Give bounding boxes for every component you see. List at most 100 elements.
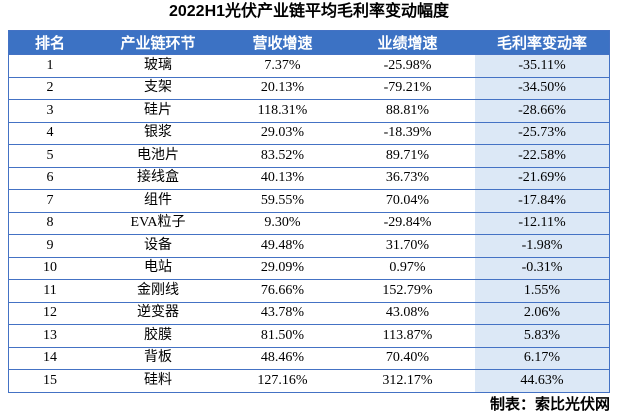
rank-cell: 1	[46, 57, 54, 73]
rank-cell: 10	[43, 260, 57, 276]
profit-growth-cell: 152.79%	[382, 282, 433, 298]
margin-change-cell: -34.50%	[475, 77, 609, 99]
rank-cell: 12	[43, 305, 57, 321]
profit-growth-cell: -18.39%	[383, 125, 432, 141]
table-row: 7 组件 59.55% 70.04% -17.84%	[9, 189, 609, 212]
column-header-rank: 排名	[34, 35, 65, 52]
margin-change-cell: -28.66%	[475, 100, 609, 122]
column-header-segment: 产业链环节	[120, 35, 196, 52]
table-credit: 制表：索比光伏网	[489, 396, 610, 413]
table-body: 1 玻璃 7.37% -25.98% -35.11% 2 支架 20.13% -79.21% -3…	[9, 54, 609, 392]
rank-cell: 15	[43, 372, 57, 388]
profit-growth-cell: 70.40%	[385, 350, 430, 366]
table-row: 1 玻璃 7.37% -25.98% -35.11%	[9, 54, 609, 77]
segment-cell: 硅料	[144, 372, 172, 388]
revenue-growth-cell: 59.55%	[260, 192, 305, 208]
revenue-growth-cell: 76.66%	[260, 282, 305, 298]
profit-growth-cell: 31.70%	[385, 237, 430, 253]
table-header-row: 排名 产业链环节 营收增速 业绩增速 毛利率变动率	[9, 31, 609, 54]
segment-cell: 接线盒	[137, 170, 179, 186]
rank-cell: 11	[43, 282, 57, 298]
table-row: 15 硅料 127.16% 312.17% 44.63%	[9, 369, 609, 392]
column-header-revenue-growth: 营收增速	[252, 35, 313, 52]
rank-cell: 6	[46, 170, 54, 186]
table-row: 4 银浆 29.03% -18.39% -25.73%	[9, 121, 609, 144]
profit-growth-cell: 43.08%	[385, 305, 430, 321]
segment-cell: 电池片	[137, 147, 179, 163]
revenue-growth-cell: 81.50%	[260, 327, 305, 343]
margin-change-cell: 44.63%	[475, 370, 609, 392]
table-row: 3 硅片 118.31% 88.81% -28.66%	[9, 99, 609, 122]
rank-cell: 14	[43, 350, 57, 366]
table-row: 6 接线盒 40.13% 36.73% -21.69%	[9, 166, 609, 189]
revenue-growth-cell: 29.09%	[260, 260, 305, 276]
margin-change-cell: -21.69%	[475, 167, 609, 189]
margin-change-cell: 1.55%	[475, 280, 609, 302]
rank-cell: 9	[46, 237, 54, 253]
rank-cell: 2	[46, 80, 54, 96]
profit-growth-cell: 312.17%	[382, 372, 433, 388]
table-row: 5 电池片 83.52% 89.71% -22.58%	[9, 144, 609, 167]
table-row: 8 EVA粒子 9.30% -29.84% -12.11%	[9, 211, 609, 234]
revenue-growth-cell: 49.48%	[260, 237, 305, 253]
segment-cell: EVA粒子	[130, 215, 186, 231]
table-row: 13 胶膜 81.50% 113.87% 5.83%	[9, 324, 609, 347]
profit-growth-cell: 88.81%	[385, 102, 430, 118]
rank-cell: 8	[46, 215, 54, 231]
segment-cell: 逆变器	[137, 305, 179, 321]
revenue-growth-cell: 20.13%	[260, 80, 305, 96]
profit-growth-cell: 0.97%	[389, 260, 426, 276]
segment-cell: 组件	[144, 192, 172, 208]
margin-change-cell: -35.11%	[475, 55, 609, 77]
revenue-growth-cell: 118.31%	[257, 102, 308, 118]
segment-cell: 电站	[144, 260, 172, 276]
segment-cell: 银浆	[144, 125, 172, 141]
table-row: 10 电站 29.09% 0.97% -0.31%	[9, 256, 609, 279]
segment-cell: 胶膜	[144, 327, 172, 343]
profit-growth-cell: -25.98%	[383, 57, 432, 73]
gross-margin-table: 排名 产业链环节 营收增速 业绩增速 毛利率变动率 1 玻璃 7.37% -25.98…	[8, 30, 610, 393]
table-row: 2 支架 20.13% -79.21% -34.50%	[9, 76, 609, 99]
margin-change-cell: -25.73%	[475, 122, 609, 144]
table-row: 14 背板 48.46% 70.40% 6.17%	[9, 346, 609, 369]
revenue-growth-cell: 29.03%	[260, 125, 305, 141]
profit-growth-cell: -29.84%	[383, 215, 432, 231]
margin-change-cell: 5.83%	[475, 325, 609, 347]
margin-change-cell: 2.06%	[475, 302, 609, 324]
revenue-growth-cell: 83.52%	[260, 147, 305, 163]
segment-cell: 设备	[144, 237, 172, 253]
revenue-growth-cell: 43.78%	[260, 305, 305, 321]
revenue-growth-cell: 48.46%	[260, 350, 305, 366]
revenue-growth-cell: 127.16%	[257, 372, 308, 388]
table-row: 11 金刚线 76.66% 152.79% 1.55%	[9, 279, 609, 302]
table-row: 12 逆变器 43.78% 43.08% 2.06%	[9, 301, 609, 324]
margin-change-cell: -1.98%	[475, 235, 609, 257]
margin-change-cell: -12.11%	[475, 212, 609, 234]
profit-growth-cell: 89.71%	[385, 147, 430, 163]
revenue-growth-cell: 7.37%	[264, 57, 301, 73]
margin-change-cell: -22.58%	[475, 145, 609, 167]
column-header-profit-growth: 业绩增速	[377, 35, 438, 52]
segment-cell: 金刚线	[137, 282, 179, 298]
segment-cell: 支架	[144, 80, 172, 96]
rank-cell: 5	[46, 147, 54, 163]
rank-cell: 4	[46, 125, 54, 141]
margin-change-cell: -0.31%	[475, 257, 609, 279]
profit-growth-cell: 70.04%	[385, 192, 430, 208]
profit-growth-cell: -79.21%	[383, 80, 432, 96]
margin-change-cell: 6.17%	[475, 347, 609, 369]
page-title: 2022H1光伏产业链平均毛利率变动幅度	[168, 3, 450, 20]
rank-cell: 7	[46, 192, 54, 208]
revenue-growth-cell: 40.13%	[260, 170, 305, 186]
table-row: 9 设备 49.48% 31.70% -1.98%	[9, 234, 609, 257]
revenue-growth-cell: 9.30%	[264, 215, 301, 231]
rank-cell: 3	[46, 102, 54, 118]
profit-growth-cell: 113.87%	[382, 327, 433, 343]
segment-cell: 硅片	[144, 102, 172, 118]
segment-cell: 背板	[144, 350, 172, 366]
column-header-margin-change: 毛利率变动率	[496, 35, 587, 52]
rank-cell: 13	[43, 327, 57, 343]
margin-change-cell: -17.84%	[475, 190, 609, 212]
segment-cell: 玻璃	[144, 57, 172, 73]
profit-growth-cell: 36.73%	[385, 170, 430, 186]
